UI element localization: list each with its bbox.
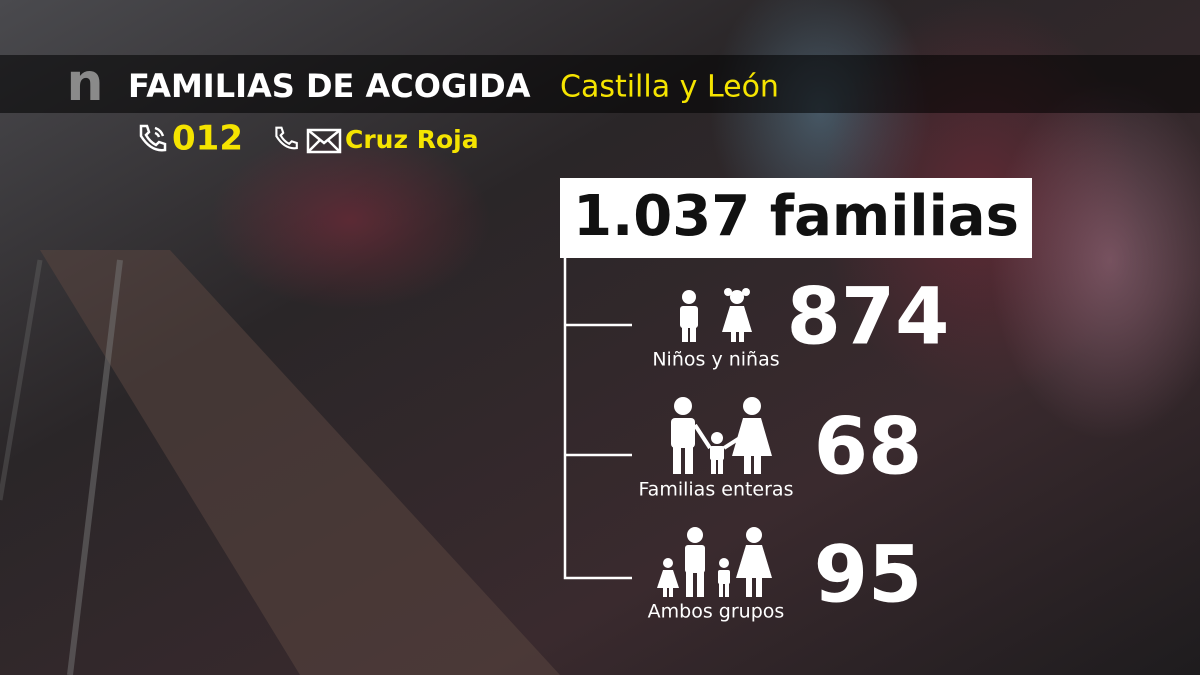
organization: Cruz Roja: [345, 125, 479, 154]
mixed-icon: [657, 527, 772, 597]
group-value: 68: [814, 402, 923, 492]
groups: Niños y niñas 874 Familias enteras 68 Ambos …: [639, 272, 950, 622]
logo: n: [66, 53, 103, 113]
children-icon: [680, 288, 752, 342]
region: Castilla y León: [560, 70, 779, 105]
phone-icon: [275, 126, 298, 150]
group-label: Familias enteras: [639, 479, 794, 501]
title: FAMILIAS DE ACOGIDA: [128, 67, 531, 105]
total-number: 1.037: [573, 184, 750, 249]
total: 1.037 familias: [573, 184, 1019, 249]
group-label: Niños y niñas: [652, 349, 779, 371]
total-box: [560, 178, 1032, 258]
tree-lines: [563, 258, 632, 580]
family-icon: [671, 397, 772, 474]
title-bar: [0, 55, 1200, 113]
group-value: 95: [814, 530, 923, 620]
mail-icon: [306, 128, 342, 154]
total-unit: familias: [770, 184, 1019, 249]
group-label: Ambos grupos: [648, 601, 785, 623]
group-value: 874: [787, 272, 950, 362]
phone-icon: [139, 124, 167, 152]
phone-number: 012: [172, 119, 243, 159]
